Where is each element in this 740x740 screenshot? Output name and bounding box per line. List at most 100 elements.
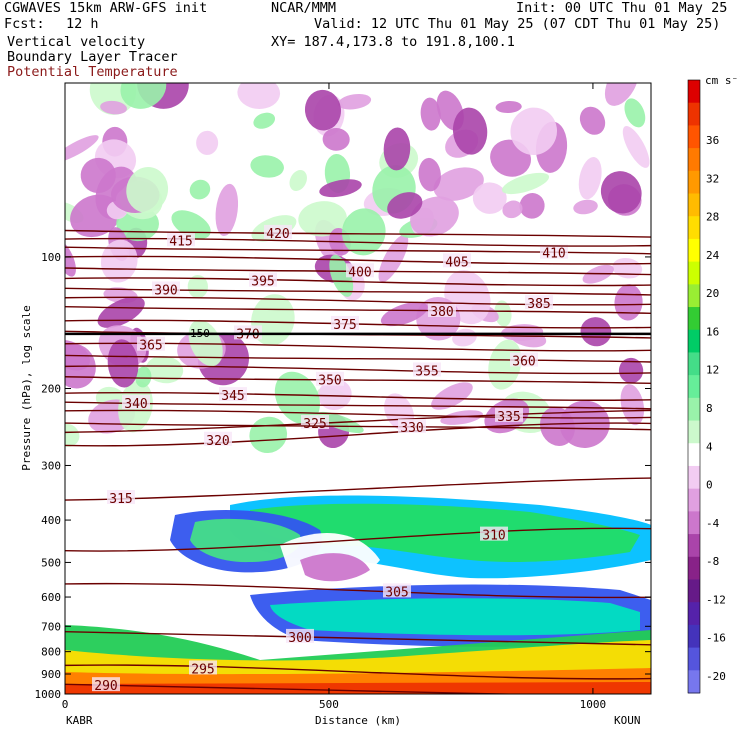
theta-line [65, 664, 651, 680]
theta-label: 300 [288, 631, 311, 646]
velocity-cell [624, 98, 646, 128]
velocity-cell [329, 254, 354, 297]
theta-label-bg [189, 660, 217, 675]
theta-label: 315 [109, 492, 132, 507]
colorbar-swatch [688, 352, 700, 376]
velocity-cell [378, 234, 409, 283]
colorbar-swatch [688, 443, 700, 467]
colorbar-swatch [688, 579, 700, 603]
colorbar-swatch [688, 329, 700, 353]
theta-label: 325 [303, 417, 326, 432]
theta-label-bg [122, 395, 150, 410]
theta-label: 290 [94, 679, 117, 694]
colorbar-tick-label: -20 [706, 670, 726, 683]
velocity-cell [135, 366, 152, 388]
velocity-cell [578, 156, 602, 200]
y-axis-label: Pressure (hPa), log scale [20, 305, 33, 471]
theta-label: 330 [400, 421, 423, 436]
colorbar-swatch [688, 375, 700, 399]
theta-line [65, 287, 651, 296]
theta-label: 390 [154, 283, 177, 298]
velocity-cell [494, 300, 512, 327]
velocity-cell [337, 93, 372, 110]
theta-label-bg [480, 526, 508, 541]
colorbar-swatch [688, 307, 700, 331]
fcst-value: 12 h [66, 16, 99, 32]
tracer-region [300, 553, 370, 582]
y-tick-label: 100 [41, 251, 61, 264]
velocity-cell [612, 257, 643, 279]
tracer-region [250, 503, 640, 563]
velocity-cell [472, 182, 507, 214]
colorbar-swatch [688, 238, 700, 263]
vertical-velocity-field [65, 83, 651, 694]
colorbar-frame [687, 79, 701, 694]
velocity-cell [433, 167, 484, 201]
theta-label-bg [167, 232, 195, 247]
y-tick-label: 400 [41, 514, 61, 527]
theta-label-bg [316, 371, 344, 386]
velocity-cell [618, 357, 644, 384]
velocity-cell [410, 196, 459, 237]
colorbar-swatch [688, 216, 700, 240]
velocity-cell [319, 179, 362, 198]
colorbar: 36 32 28 24 20 16 12 8 4 0 -4 -8 -12 -16 -20 [687, 79, 726, 694]
velocity-cell [120, 83, 167, 109]
theta-label-bg [204, 431, 232, 446]
velocity-cell [600, 171, 642, 214]
x-end-station: KOUN [614, 714, 641, 727]
y-tick-label: 600 [41, 591, 61, 604]
colorbar-swatch [688, 125, 700, 149]
xy-endpoints: XY= 187.4,173.8 to 191.8,100.1 [271, 34, 515, 50]
theta-label-bg [413, 362, 441, 377]
velocity-cell [452, 107, 488, 155]
velocity-cell [318, 379, 352, 411]
velocity-cell [579, 106, 606, 135]
theta-label-bg [137, 336, 165, 351]
velocity-cell [604, 83, 639, 106]
field-vertical-velocity: Vertical velocity [7, 34, 146, 50]
theta-label-bg [219, 387, 247, 402]
theta-label: 320 [206, 434, 229, 449]
theta-line [65, 683, 527, 694]
theta-label-bg [510, 352, 538, 367]
theta-line [65, 376, 651, 385]
colorbar-swatch [688, 170, 700, 195]
theta-line [65, 255, 651, 265]
y-tick-label: 1000 [35, 688, 62, 701]
colorbar-tick-label: -16 [706, 632, 726, 645]
velocity-cell [580, 317, 612, 347]
theta-line [65, 630, 651, 646]
velocity-cell [341, 208, 386, 256]
velocity-cell [622, 126, 650, 168]
colorbar-tick-label: 28 [706, 211, 719, 224]
velocity-cell [65, 423, 80, 447]
velocity-cell [253, 112, 276, 129]
title-left: CGWAVES 15km ARW-GFS init [4, 0, 208, 16]
theta-line [65, 365, 651, 375]
velocity-cell [80, 157, 116, 194]
theta-label-bg [428, 302, 456, 317]
velocity-cell [187, 275, 208, 299]
theta-label: 365 [139, 339, 162, 354]
velocity-cell [380, 301, 428, 327]
y-tick-label: 200 [41, 383, 61, 396]
theta-label-bg [107, 490, 135, 505]
theta-label: 360 [512, 355, 535, 370]
theta-label: 335 [497, 410, 520, 425]
y-tick-label: 900 [41, 668, 61, 681]
velocity-cell [387, 192, 423, 219]
velocity-cell [539, 406, 575, 446]
colorbar-tick-label: 0 [706, 479, 713, 492]
velocity-cell [322, 128, 350, 151]
theta-label-bg [540, 244, 568, 259]
x-tick-label: 0 [62, 698, 69, 711]
velocity-cell [495, 100, 522, 114]
theta-label: 355 [415, 364, 438, 379]
theta-line [65, 582, 651, 599]
theta-line [65, 422, 651, 447]
theta-label: 395 [251, 275, 274, 290]
x-axis: 0 500 1000 [62, 83, 606, 711]
theta-label: 310 [482, 529, 505, 544]
theta-line [65, 246, 651, 255]
